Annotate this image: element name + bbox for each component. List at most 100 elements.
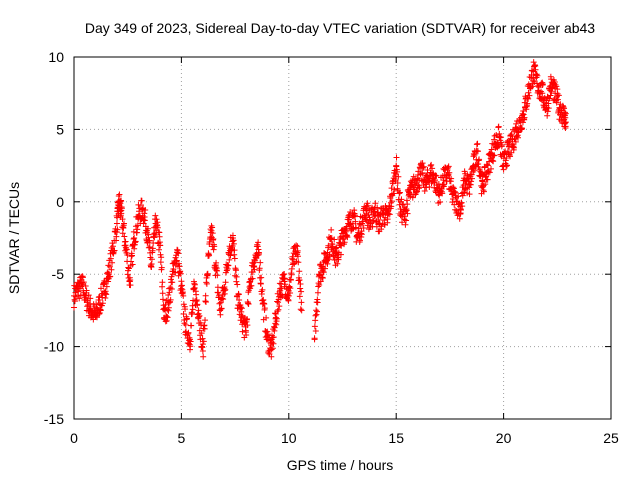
data-point <box>344 234 351 241</box>
data-point <box>146 244 153 251</box>
data-point <box>487 155 494 162</box>
data-point <box>108 266 115 273</box>
data-point <box>491 136 498 143</box>
data-point <box>263 314 270 321</box>
data-point <box>288 271 295 278</box>
data-point <box>365 211 372 218</box>
data-point <box>242 329 249 336</box>
data-point <box>293 242 300 249</box>
data-point <box>426 184 433 191</box>
data-point <box>196 312 203 319</box>
data-point <box>530 68 537 75</box>
data-point <box>135 213 142 220</box>
data-point <box>211 243 218 250</box>
data-point <box>461 189 468 196</box>
data-point <box>114 214 121 221</box>
data-point <box>479 184 486 191</box>
data-point <box>234 292 241 299</box>
data-point <box>440 177 447 184</box>
data-point <box>195 307 202 314</box>
data-point <box>511 144 518 151</box>
data-point <box>264 336 271 343</box>
data-point <box>548 88 555 95</box>
data-point <box>403 217 410 224</box>
data-point <box>261 305 268 312</box>
data-point <box>312 312 319 319</box>
data-point <box>358 220 365 227</box>
data-point <box>394 168 401 175</box>
data-point <box>484 176 491 183</box>
data-point <box>138 197 145 204</box>
data-point <box>71 304 77 311</box>
data-point <box>522 104 529 111</box>
data-point <box>451 188 458 195</box>
data-point <box>519 110 526 117</box>
data-point <box>87 295 94 302</box>
data-point <box>352 218 359 225</box>
data-point <box>176 263 183 270</box>
data-point <box>175 250 182 257</box>
data-point <box>289 253 296 260</box>
data-point <box>398 196 405 203</box>
data-point <box>182 321 189 328</box>
data-point <box>386 211 393 218</box>
data-point <box>128 252 135 259</box>
data-point <box>236 297 243 304</box>
data-point <box>491 152 498 159</box>
data-point <box>278 285 285 292</box>
data-point <box>191 285 198 292</box>
data-point <box>173 257 180 264</box>
data-point <box>287 277 294 284</box>
data-point <box>562 119 569 126</box>
data-point <box>444 169 451 176</box>
data-point <box>332 245 339 252</box>
data-point <box>509 144 516 151</box>
data-point <box>257 280 264 287</box>
data-point <box>101 288 108 295</box>
data-point <box>483 169 490 176</box>
data-point <box>248 282 255 289</box>
data-point <box>162 301 169 308</box>
data-point <box>71 298 78 305</box>
data-point <box>524 100 531 107</box>
data-point <box>406 191 413 198</box>
data-point <box>161 306 168 313</box>
data-point <box>118 210 125 217</box>
data-point <box>325 256 332 263</box>
data-point <box>394 179 401 186</box>
data-point <box>268 346 275 353</box>
data-point <box>257 259 264 266</box>
data-point <box>337 242 344 249</box>
data-point <box>139 206 146 213</box>
data-point <box>180 310 187 317</box>
data-point <box>188 322 195 329</box>
data-point <box>384 216 391 223</box>
data-point <box>311 323 318 330</box>
data-point <box>178 285 185 292</box>
data-point <box>80 279 87 286</box>
data-point <box>298 299 305 306</box>
data-point <box>457 206 464 213</box>
data-point <box>275 299 282 306</box>
data-point <box>244 316 251 323</box>
data-point <box>319 274 326 281</box>
data-point <box>130 228 137 235</box>
x-tick-label: 20 <box>496 430 512 446</box>
data-point <box>124 251 131 258</box>
data-point <box>199 347 206 354</box>
data-point <box>103 283 110 290</box>
data-point <box>436 191 443 198</box>
grid <box>74 57 611 419</box>
data-point <box>346 221 353 228</box>
data-point <box>148 256 155 263</box>
data-point <box>415 185 422 192</box>
data-point <box>320 263 327 270</box>
data-point <box>204 271 211 278</box>
data-point <box>471 167 478 174</box>
data-point <box>458 199 465 206</box>
data-point <box>270 340 277 347</box>
data-point <box>517 119 524 126</box>
data-point <box>149 245 156 252</box>
data-point <box>388 198 395 205</box>
data-point <box>441 181 448 188</box>
